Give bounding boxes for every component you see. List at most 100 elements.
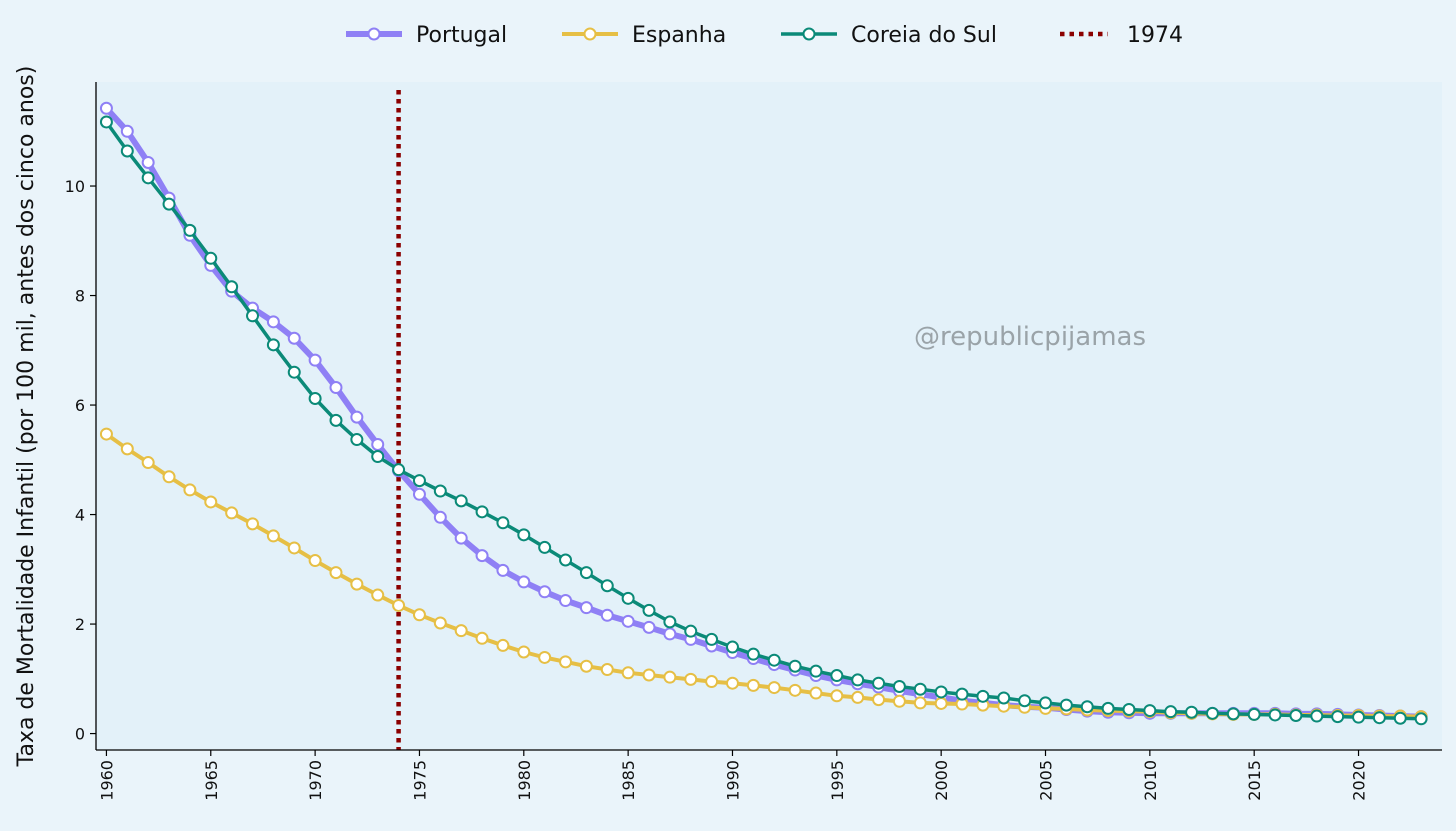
- data-point: [454, 531, 468, 545]
- x-tick-label: 1985: [619, 760, 638, 801]
- y-tick-label: 0: [75, 725, 85, 744]
- data-point: [371, 437, 385, 451]
- data-point: [892, 694, 906, 708]
- data-point: [99, 101, 113, 115]
- data-point: [433, 484, 447, 498]
- data-point: [246, 309, 260, 323]
- data-point: [308, 391, 322, 405]
- data-point: [412, 608, 426, 622]
- legend-item-1974: 1974: [1060, 23, 1183, 48]
- data-point: [162, 197, 176, 211]
- data-point: [329, 566, 343, 580]
- data-point: [287, 331, 301, 345]
- data-point: [892, 679, 906, 693]
- data-point: [287, 541, 301, 555]
- data-point: [141, 456, 155, 470]
- data-point: [621, 666, 635, 680]
- legend-marker: [802, 27, 816, 41]
- y-tick-label: 6: [75, 396, 85, 415]
- data-point: [579, 566, 593, 580]
- data-point: [392, 463, 406, 477]
- data-point: [600, 663, 614, 677]
- data-point: [559, 594, 573, 608]
- data-point: [1122, 702, 1136, 716]
- data-point: [1059, 698, 1073, 712]
- y-axis-title: Taxa de Mortalidade Infantil (por 100 mi…: [14, 66, 39, 768]
- series-line: [104, 120, 1422, 721]
- data-point: [454, 624, 468, 638]
- data-point: [746, 678, 760, 692]
- data-point: [559, 553, 573, 567]
- data-point: [1018, 694, 1032, 708]
- data-point: [934, 696, 948, 710]
- data-point: [830, 689, 844, 703]
- data-point: [496, 563, 510, 577]
- data-point: [287, 365, 301, 379]
- data-point: [371, 588, 385, 602]
- data-point: [559, 655, 573, 669]
- data-point: [120, 124, 134, 138]
- data-point: [1226, 707, 1240, 721]
- x-tick-label: 2010: [1141, 760, 1160, 801]
- data-point: [1039, 696, 1053, 710]
- data-point: [246, 517, 260, 531]
- data-point: [1331, 710, 1345, 724]
- data-point: [496, 516, 510, 530]
- data-point: [350, 410, 364, 424]
- data-point: [600, 579, 614, 593]
- data-point: [99, 427, 113, 441]
- data-point: [1164, 705, 1178, 719]
- data-point: [454, 494, 468, 508]
- data-point: [517, 575, 531, 589]
- x-tick-label: 1965: [202, 760, 221, 801]
- data-point: [705, 632, 719, 646]
- data-point: [642, 620, 656, 634]
- data-point: [412, 474, 426, 488]
- data-point: [934, 685, 948, 699]
- x-tick-label: 2000: [932, 760, 951, 801]
- data-point: [872, 676, 886, 690]
- watermark: @republicpijamas: [914, 322, 1146, 352]
- legend: Portugal Espanha Coreia do Sul 1974: [346, 23, 1183, 48]
- data-point: [538, 650, 552, 664]
- legend-item-espanha: Espanha: [562, 23, 726, 48]
- data-point: [412, 487, 426, 501]
- data-point: [1352, 710, 1366, 724]
- x-tick-label: 2005: [1037, 760, 1056, 801]
- data-point: [141, 171, 155, 185]
- data-point: [642, 603, 656, 617]
- x-tick-label: 2015: [1245, 760, 1264, 801]
- data-point: [1414, 712, 1428, 726]
- legend-label: Espanha: [632, 23, 726, 48]
- legend-item-coreia-do-sul: Coreia do Sul: [781, 23, 997, 48]
- series-layer: [99, 101, 1428, 726]
- data-point: [851, 690, 865, 704]
- x-tick-label: 1975: [410, 760, 429, 801]
- data-point: [955, 687, 969, 701]
- ticks: 0 2 4 6 8 10 1960 1965 1970 1975 1980 1985 1990 1995 2…: [65, 177, 1369, 801]
- data-point: [1393, 711, 1407, 725]
- data-point: [1101, 701, 1115, 715]
- data-point: [809, 686, 823, 700]
- x-tick-label: 1995: [828, 760, 847, 801]
- data-point: [579, 601, 593, 615]
- data-point: [266, 338, 280, 352]
- data-point: [600, 608, 614, 622]
- data-point: [266, 315, 280, 329]
- data-point: [538, 540, 552, 554]
- data-point: [120, 144, 134, 158]
- data-point: [1247, 707, 1261, 721]
- data-point: [725, 640, 739, 654]
- data-point: [767, 653, 781, 667]
- data-point: [392, 598, 406, 612]
- x-tick-label: 2020: [1350, 760, 1369, 801]
- data-point: [475, 631, 489, 645]
- y-tick-label: 4: [75, 506, 85, 525]
- data-point: [788, 659, 802, 673]
- x-tick-label: 1990: [723, 760, 742, 801]
- y-tick-label: 8: [75, 287, 85, 306]
- data-point: [433, 616, 447, 630]
- y-tick-label: 10: [65, 177, 85, 196]
- data-point: [872, 693, 886, 707]
